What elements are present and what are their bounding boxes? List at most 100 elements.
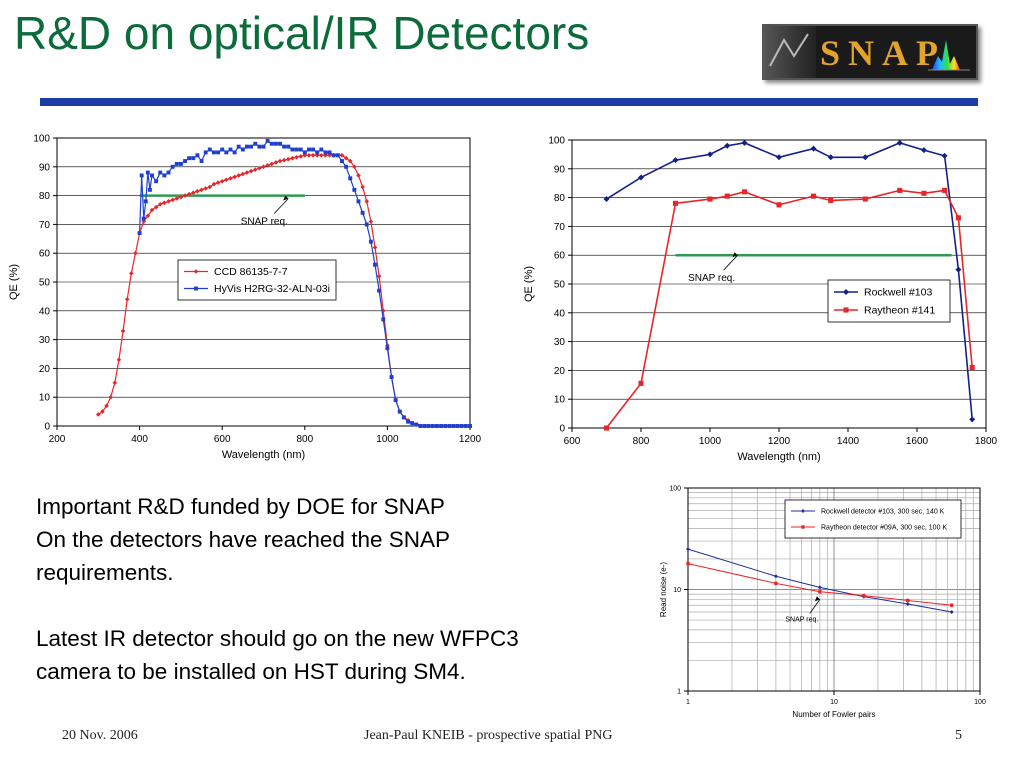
- data-point: [282, 144, 287, 149]
- series-2: [137, 138, 472, 428]
- y-tick-label: 20: [39, 364, 51, 375]
- data-point: [257, 144, 262, 149]
- y-axis-label: QE (%): [8, 264, 20, 300]
- data-point: [348, 176, 353, 181]
- footer-date: 20 Nov. 2006: [62, 728, 138, 743]
- data-point: [422, 424, 427, 428]
- y-tick-label: 50: [39, 278, 51, 289]
- data-point: [290, 155, 295, 161]
- data-point: [969, 364, 975, 371]
- y-tick-label: 10: [673, 587, 681, 594]
- data-point: [236, 173, 242, 178]
- data-point: [232, 174, 237, 180]
- legend-box: [177, 259, 337, 301]
- legend-swatch-marker: [193, 269, 199, 274]
- data-point: [104, 403, 109, 409]
- data-point: [162, 173, 167, 178]
- data-point: [368, 219, 374, 224]
- data-point: [906, 598, 910, 603]
- data-point: [360, 184, 365, 190]
- data-point: [340, 159, 344, 163]
- series-2: [603, 187, 975, 431]
- x-tick-label: 600: [214, 434, 231, 445]
- data-point: [603, 196, 610, 203]
- data-point: [249, 144, 254, 149]
- data-point: [278, 141, 282, 146]
- data-point: [638, 380, 644, 386]
- legend-swatch-marker: [194, 286, 198, 291]
- data-point: [774, 581, 778, 586]
- data-point: [236, 144, 241, 149]
- x-tick-label: 1000: [699, 436, 722, 447]
- data-point: [741, 189, 748, 195]
- data-point: [147, 187, 152, 192]
- data-point: [253, 141, 258, 146]
- data-point: [773, 574, 778, 579]
- legend: Rockwell #103 Raytheon #141: [827, 279, 951, 323]
- data-point: [174, 196, 180, 201]
- data-point: [385, 346, 390, 351]
- x-tick-label: 1600: [906, 436, 929, 447]
- data-point: [228, 176, 233, 181]
- annotation-arrow: [809, 599, 821, 614]
- legend-entry: Rockwell #103: [864, 287, 932, 299]
- data-point: [281, 157, 287, 163]
- data-point: [100, 409, 105, 414]
- x-axis-label: Wavelength (nm): [737, 451, 820, 463]
- data-point: [327, 152, 332, 158]
- data-point: [393, 398, 398, 403]
- data-point: [232, 150, 237, 155]
- x-tick-label: 800: [296, 434, 313, 445]
- data-point: [455, 424, 460, 428]
- y-tick-label: 90: [39, 162, 51, 173]
- footer-author: Jean-Paul KNEIB - prospective spatial PN…: [364, 728, 613, 743]
- data-point: [203, 150, 208, 155]
- x-axis-label: Number of Fowler pairs: [792, 710, 875, 719]
- data-point: [776, 202, 782, 208]
- data-point: [377, 288, 382, 293]
- data-point: [426, 424, 431, 428]
- data-point: [314, 152, 320, 158]
- annotation-arrowhead: [283, 195, 289, 201]
- data-point: [166, 199, 171, 204]
- data-point: [315, 150, 320, 155]
- data-point: [96, 412, 101, 417]
- snap-logo: SNAP: [762, 24, 978, 80]
- data-point: [211, 150, 216, 155]
- data-point: [724, 193, 730, 199]
- data-point: [323, 152, 328, 158]
- data-point: [116, 357, 122, 363]
- data-point: [261, 144, 266, 149]
- data-point: [364, 199, 370, 204]
- annotation-arrowhead: [732, 252, 738, 258]
- x-tick-label: 1400: [837, 436, 860, 447]
- data-point: [120, 328, 126, 334]
- x-tick-label: 800: [633, 436, 650, 447]
- logo-text: SNAP: [820, 33, 947, 73]
- legend-swatch-marker: [801, 509, 805, 513]
- data-point: [638, 174, 644, 181]
- data-point: [269, 161, 275, 167]
- data-point: [356, 173, 361, 178]
- data-point: [459, 424, 464, 428]
- x-tick-label: 1200: [768, 436, 791, 447]
- data-point: [339, 152, 345, 158]
- annotation-arrow: [273, 198, 289, 214]
- logo-artwork: [764, 26, 970, 78]
- data-point: [310, 152, 316, 158]
- data-point: [776, 154, 782, 161]
- data-point: [862, 154, 869, 161]
- data-point: [418, 424, 423, 428]
- series-1: [603, 139, 976, 423]
- data-point: [921, 190, 927, 196]
- data-point: [216, 150, 221, 155]
- y-tick-label: 100: [33, 134, 50, 145]
- slide-body: Important R&D funded by DOE for SNAP On …: [36, 490, 526, 688]
- data-point: [154, 179, 159, 184]
- y-tick-label: 0: [559, 424, 565, 435]
- x-axis-label: Wavelength (nm): [222, 449, 305, 461]
- data-point: [414, 422, 419, 427]
- legend: CCD 86135-7-7 HyVis H2RG-32-ALN-03i: [177, 259, 337, 301]
- data-point: [969, 416, 976, 423]
- y-tick-label: 30: [554, 337, 566, 348]
